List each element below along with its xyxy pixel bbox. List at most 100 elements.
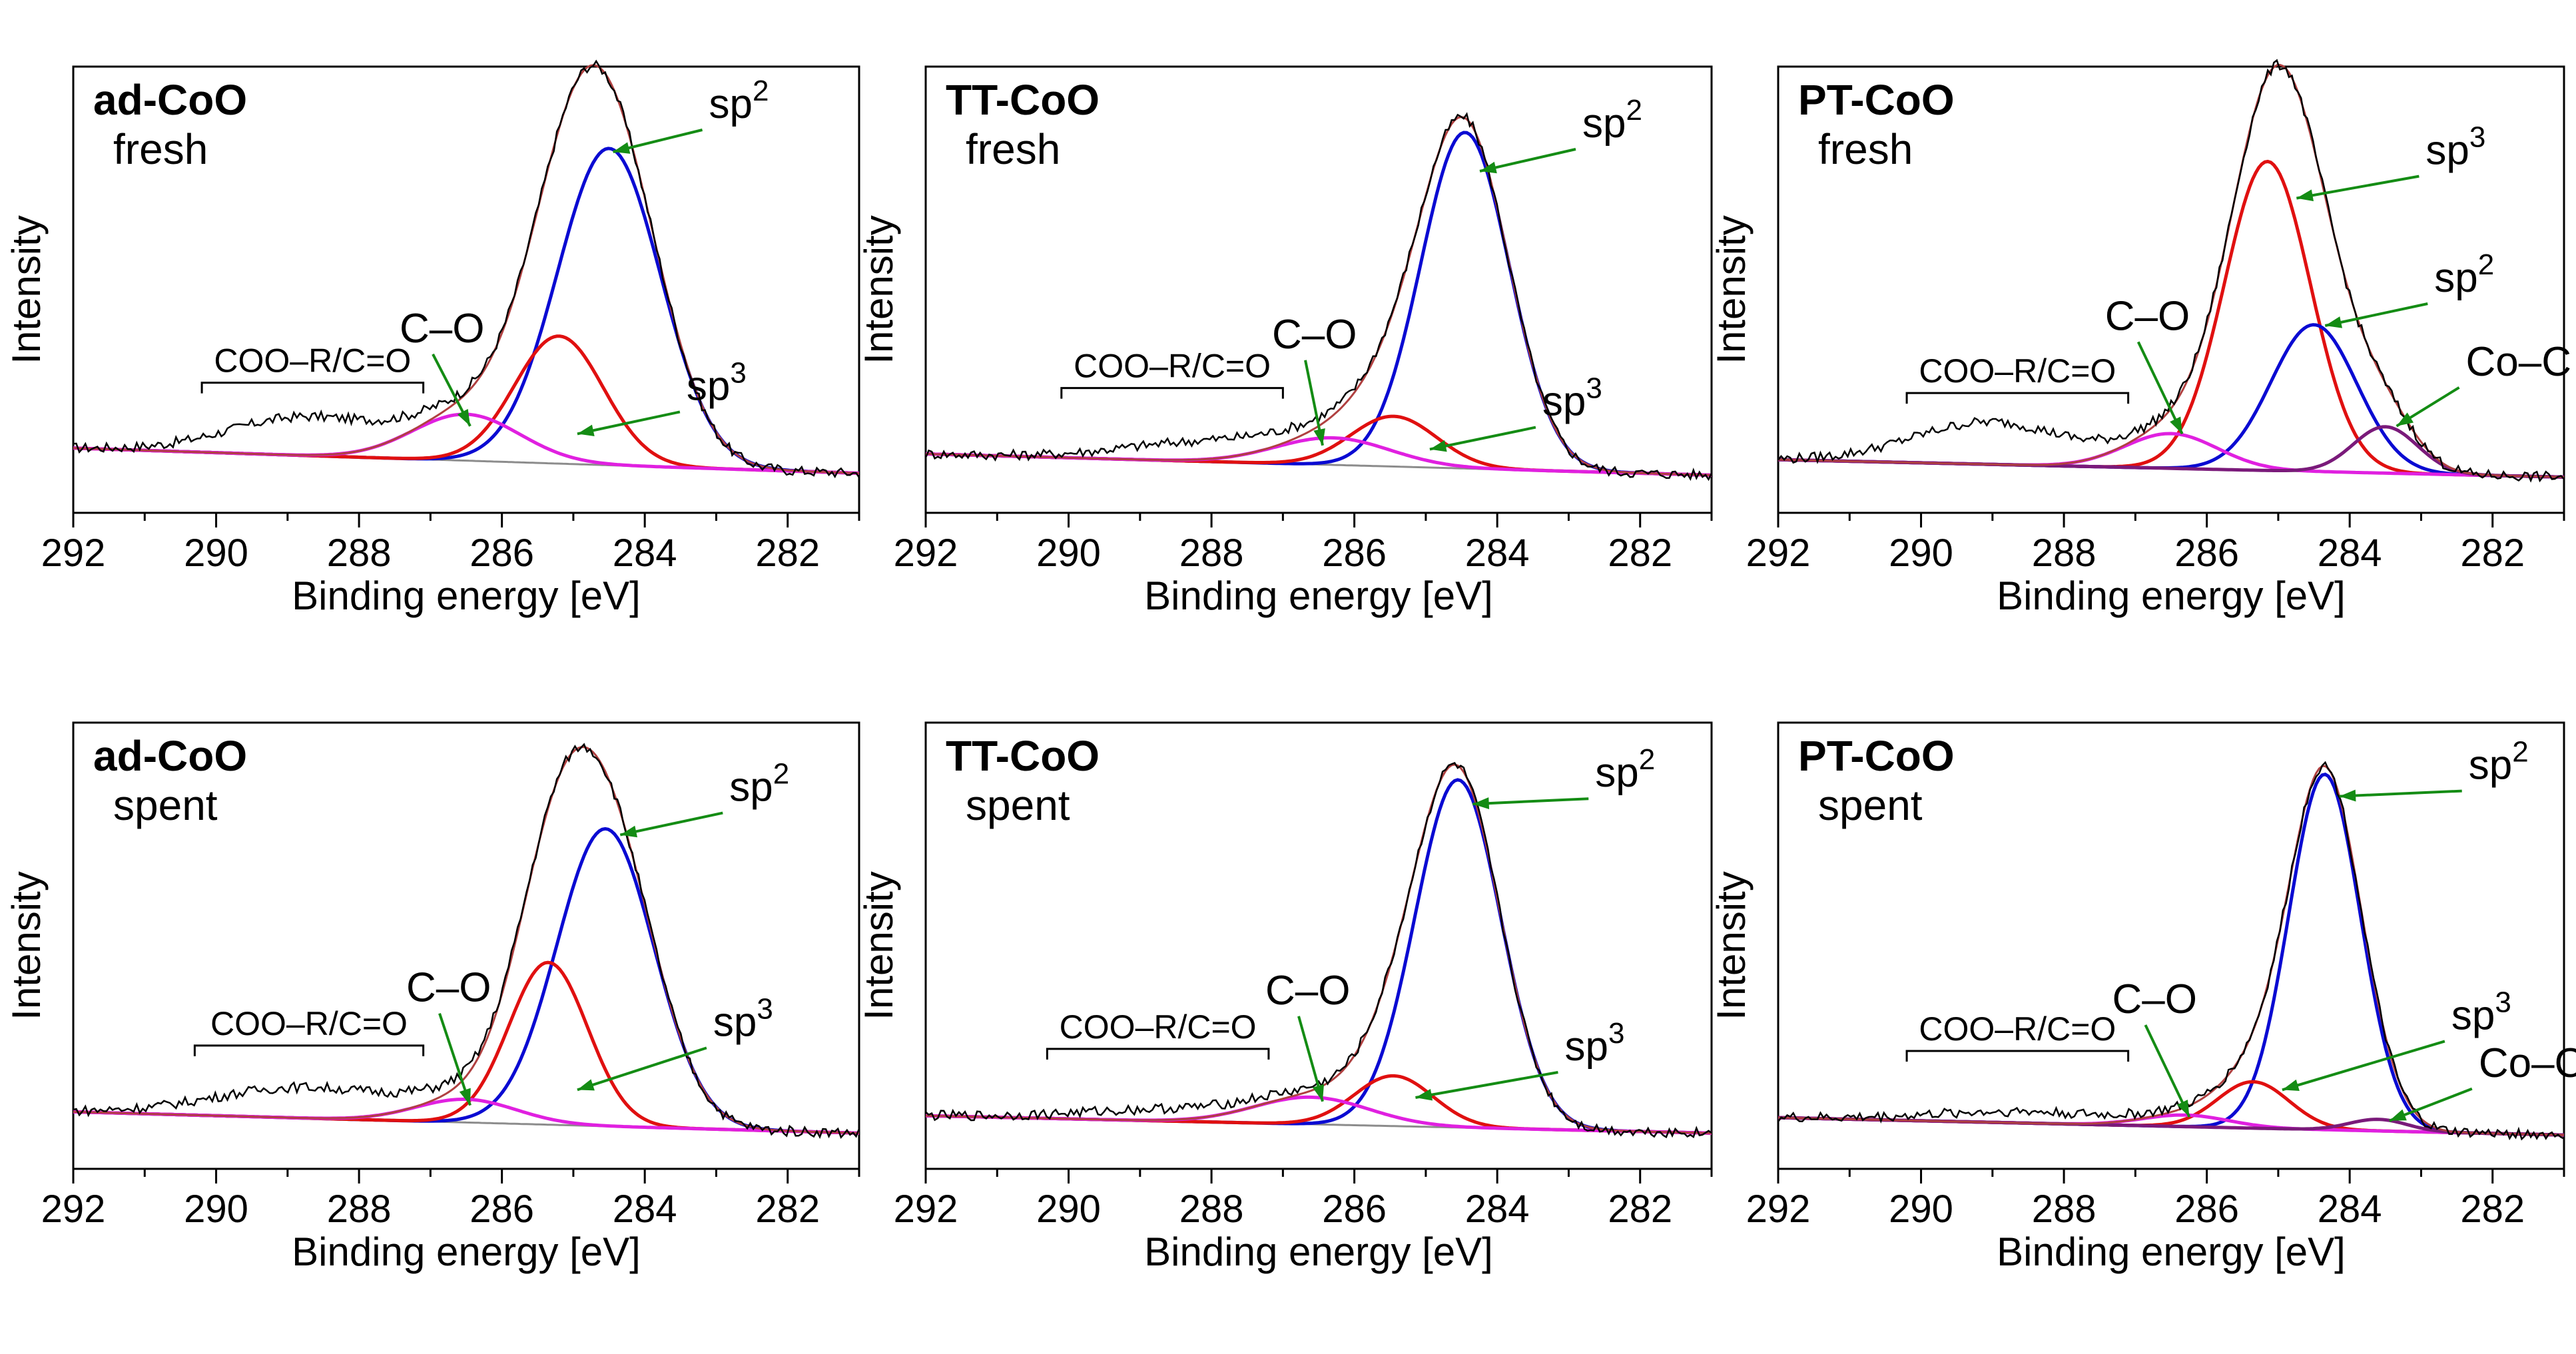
x-tick-label: 290 <box>1036 1187 1101 1231</box>
x-tick-label: 292 <box>1746 1187 1811 1231</box>
annotation-arrowhead <box>2325 316 2343 328</box>
group-bracket <box>1046 1048 1270 1060</box>
panel-title: PT-CoO <box>1798 732 1955 780</box>
annotation-arrow <box>2339 789 2462 798</box>
annotation-arrowhead <box>1429 440 1447 452</box>
panel-title: TT-CoO <box>946 732 1100 780</box>
x-tick-label: 292 <box>41 1187 106 1231</box>
y-axis-label: Intensity <box>1709 215 1754 364</box>
annotation-arrow <box>577 410 681 436</box>
panel-title: ad-CoO <box>93 76 247 124</box>
panel-subtitle: spent <box>1818 781 1923 829</box>
annotation-arrowhead <box>457 409 470 426</box>
annotation-label: C–O <box>406 965 491 1011</box>
x-tick-label: 290 <box>1889 531 1953 575</box>
annotation-label: sp3 <box>1542 372 1602 425</box>
group-bracket <box>1905 1050 2130 1062</box>
annotation-label: sp3 <box>2425 121 2485 174</box>
x-tick-label: 286 <box>1322 1187 1387 1231</box>
panel-4: 292 290 288 286 284 282 Binding energy [eV] Int… <box>4 721 860 1274</box>
annotation-arrowhead <box>2389 1109 2407 1121</box>
annotation-arrowhead <box>613 142 631 154</box>
x-tick-label: 290 <box>184 1187 248 1231</box>
x-tick-label: 282 <box>1608 1187 1672 1231</box>
group-label: COO–R/C=O <box>1060 1008 1257 1046</box>
panel-subtitle: fresh <box>113 125 208 173</box>
raw-data-line <box>73 743 860 1140</box>
plot-frame <box>924 721 1713 1170</box>
annotation-label: sp2 <box>2434 248 2494 301</box>
panel-2: 292 290 288 286 284 282 Binding energy [eV] Int… <box>856 65 1713 618</box>
plot-frame <box>1777 65 2565 514</box>
y-axis-label: Intensity <box>856 215 901 364</box>
annotation-arrowhead <box>1415 1088 1433 1101</box>
x-axis-label: Binding energy [eV] <box>1997 1229 2346 1274</box>
panel-1: 292 290 288 286 284 282 Binding energy [eV] Int… <box>4 59 860 618</box>
panel-subtitle: spent <box>113 781 218 829</box>
raw-data-line <box>1777 761 2565 1141</box>
annotation-label: sp3 <box>713 992 773 1045</box>
annotation-arrow <box>2282 1040 2445 1092</box>
raw-data-line <box>925 761 1712 1139</box>
panel-3: 292 290 288 286 284 282 Binding energy [eV] Int… <box>1709 59 2572 618</box>
panel-6: 292 290 288 286 284 282 Binding energy [eV] Int… <box>1709 721 2576 1274</box>
group-bracket <box>1060 387 1284 399</box>
x-tick-label: 288 <box>327 1187 392 1231</box>
annotation-arrowhead <box>2339 789 2356 802</box>
annotation-arrowhead <box>1313 428 1325 446</box>
group-label: COO–R/C=O <box>1074 348 1271 385</box>
x-axis-label: Binding energy [eV] <box>292 573 641 618</box>
panel-title: PT-CoO <box>1798 76 1955 124</box>
annotation-arrow <box>2296 174 2419 200</box>
annotation-label: sp3 <box>2451 986 2511 1038</box>
raw-data-line <box>1777 59 2565 483</box>
x-tick-label: 284 <box>1465 1187 1530 1231</box>
x-tick-label: 284 <box>613 1187 677 1231</box>
annotation-arrow <box>619 811 723 837</box>
annotation-label: Co–C <box>2466 339 2572 385</box>
plot-frame <box>72 65 860 514</box>
x-tick-label: 288 <box>1179 531 1244 575</box>
x-axis-label: Binding energy [eV] <box>1144 573 1493 618</box>
group-label: COO–R/C=O <box>1919 1010 2116 1048</box>
raw-data-line <box>73 59 860 479</box>
x-tick-label: 288 <box>327 531 392 575</box>
annotation-arrow <box>1472 797 1589 806</box>
x-tick-label: 292 <box>1746 531 1811 575</box>
group-label: COO–R/C=O <box>1919 352 2116 390</box>
x-axis-label: Binding energy [eV] <box>292 1229 641 1274</box>
x-tick-label: 288 <box>2032 531 2096 575</box>
annotation-arrow <box>2136 341 2184 435</box>
annotation-arrowhead <box>459 1088 471 1106</box>
x-tick-label: 290 <box>184 531 248 575</box>
annotation-arrowhead <box>2176 1100 2190 1117</box>
annotation-label: Co–C <box>2479 1040 2576 1086</box>
annotation-label: sp3 <box>687 356 747 409</box>
panel-subtitle: fresh <box>966 125 1060 173</box>
annotation-arrowhead <box>577 424 595 436</box>
annotation-arrow <box>1429 426 1536 451</box>
plot-frame <box>924 65 1713 514</box>
y-axis-label: Intensity <box>4 871 49 1020</box>
x-tick-label: 282 <box>1608 531 1672 575</box>
x-tick-label: 288 <box>1179 1187 1244 1231</box>
x-tick-label: 282 <box>755 531 820 575</box>
annotation-arrowhead <box>577 1079 595 1091</box>
x-tick-label: 282 <box>755 1187 820 1231</box>
panel-5: 292 290 288 286 284 282 Binding energy [eV] Int… <box>856 721 1713 1274</box>
x-axis-label: Binding energy [eV] <box>1997 573 2346 618</box>
group-label: COO–R/C=O <box>214 342 411 380</box>
x-tick-label: 286 <box>470 1187 534 1231</box>
y-axis-label: Intensity <box>856 871 901 1020</box>
annotation-label: sp3 <box>1564 1017 1624 1070</box>
annotation-arrow <box>577 1046 707 1092</box>
annotation-arrowhead <box>1472 797 1490 809</box>
annotation-label: C–O <box>2105 293 2190 339</box>
x-tick-label: 284 <box>2318 531 2382 575</box>
x-tick-label: 284 <box>1465 531 1530 575</box>
annotation-arrowhead <box>1312 1084 1324 1102</box>
panel-subtitle: spent <box>966 781 1070 829</box>
x-tick-label: 292 <box>894 531 958 575</box>
y-axis-label: Intensity <box>4 215 49 364</box>
